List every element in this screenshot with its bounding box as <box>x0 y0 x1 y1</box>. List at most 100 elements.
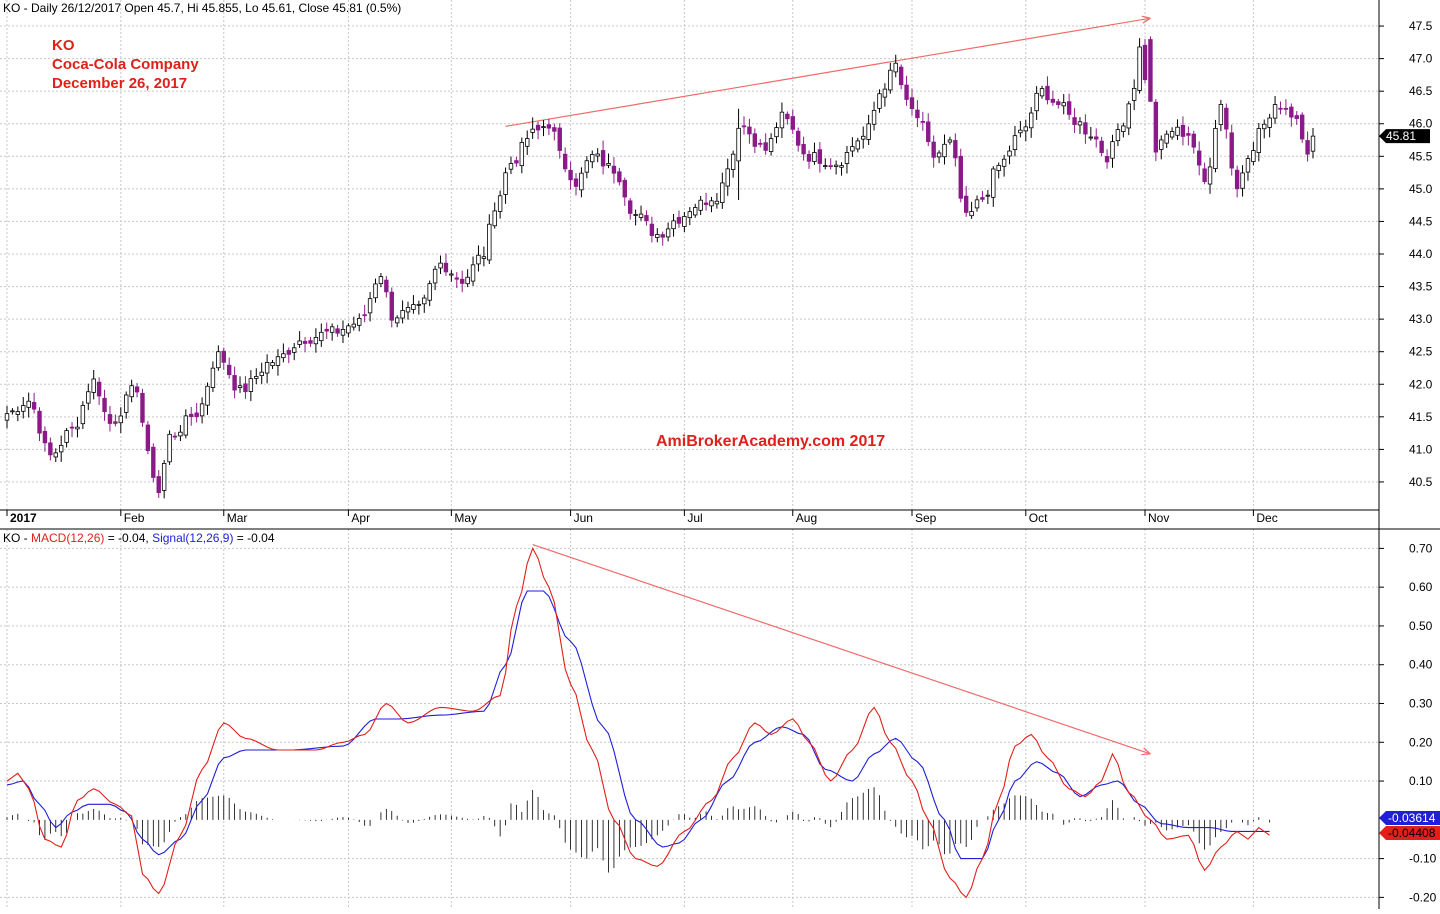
candle-body <box>113 421 118 424</box>
candle-body <box>866 123 871 140</box>
candle-body <box>552 127 557 132</box>
candle-body <box>1007 150 1012 157</box>
candle-body <box>107 414 113 424</box>
candle-body <box>400 310 405 319</box>
macd-tick-label: 0.30 <box>1409 696 1433 710</box>
candle-body <box>42 430 48 444</box>
candle-body <box>259 371 264 376</box>
candle-body <box>638 213 644 218</box>
candle-body <box>1169 131 1175 138</box>
candle-body <box>519 142 525 167</box>
macd-last-tag: -0.04408 <box>1379 826 1440 840</box>
price-candles <box>4 36 1316 499</box>
candle-body <box>394 317 400 324</box>
candle-body <box>806 154 812 162</box>
candle-body <box>454 277 459 280</box>
candle-body <box>183 415 189 436</box>
candle-body <box>362 314 367 317</box>
macd-last-value: -0.04408 <box>1388 826 1436 840</box>
candle-body <box>508 163 514 170</box>
candle-body <box>649 223 655 236</box>
candle-body <box>1202 168 1207 182</box>
price-tick-label: 46.5 <box>1409 84 1433 98</box>
candle-body <box>898 66 904 86</box>
candle-body <box>655 234 660 238</box>
candle-body <box>1137 46 1142 91</box>
macd-trend-line-arrowhead <box>1141 747 1151 756</box>
candle-body <box>660 234 665 238</box>
candle-body <box>1283 107 1289 110</box>
candle-body <box>909 97 915 110</box>
candle-body <box>1240 172 1245 189</box>
candle-body <box>21 405 26 412</box>
candle-body <box>1072 117 1077 125</box>
price-tick-label: 44.0 <box>1409 247 1433 261</box>
price-tick-label: 47.5 <box>1409 19 1433 33</box>
candle-body <box>145 424 151 451</box>
price-tick-label: 43.0 <box>1409 312 1433 326</box>
candle-body <box>877 93 882 109</box>
candle-body <box>595 153 600 157</box>
x-tick-label: Sep <box>915 511 937 525</box>
candle-body <box>882 88 888 98</box>
candle-body <box>741 125 747 128</box>
candle-body <box>134 386 140 393</box>
x-tick-label: Oct <box>1029 511 1048 525</box>
x-tick-label: May <box>454 511 477 525</box>
price-trend-line <box>505 17 1151 127</box>
candle-body <box>736 127 741 162</box>
candle-body <box>920 120 926 123</box>
candle-body <box>487 223 492 261</box>
watermark: AmiBrokerAcademy.com 2017 <box>656 433 885 450</box>
candle-body <box>378 276 384 285</box>
candle-body <box>752 133 758 147</box>
candle-body <box>1224 107 1229 130</box>
candle-body <box>525 138 530 147</box>
candle-body <box>535 124 541 131</box>
candle-body <box>178 431 183 437</box>
candle-body <box>985 194 991 197</box>
candle-body <box>801 143 806 155</box>
price-tick-label: 45.5 <box>1409 149 1433 163</box>
candle-body <box>470 264 476 282</box>
macd-line <box>6 547 1270 899</box>
candle-body <box>1148 39 1153 102</box>
candle-body <box>118 415 124 424</box>
candle-body <box>774 127 779 138</box>
candle-body <box>1104 156 1110 163</box>
candle-body <box>189 413 194 417</box>
macd-header: KO - MACD(12,26) = -0.04, Signal(12,26,9… <box>3 531 275 545</box>
candle-body <box>1126 103 1131 129</box>
candle-body <box>476 254 481 265</box>
candle-body <box>1061 102 1066 107</box>
price-trend-line-arrowhead <box>1141 15 1151 24</box>
candle-body <box>335 328 340 334</box>
price-tick-label: 45.0 <box>1409 182 1433 196</box>
candle-body <box>568 169 573 181</box>
candle-body <box>329 326 335 333</box>
candle-body <box>1196 150 1202 166</box>
candle-body <box>844 152 850 164</box>
candle-body <box>156 476 161 494</box>
candle-body <box>871 109 877 125</box>
axes-labels: 2017 Feb Mar Apr May Jun Jul Aug Sep Oct Nov Dec 40.… <box>6 19 1437 904</box>
x-tick-label: Jun <box>574 511 593 525</box>
candle-body <box>151 446 156 478</box>
candle-body <box>346 325 351 334</box>
x-tick-label: Nov <box>1148 511 1169 525</box>
last-close-tag: 45.81 <box>1379 129 1430 144</box>
date-label: December 26, 2017 <box>52 75 187 92</box>
price-tick-label: 44.5 <box>1409 214 1433 228</box>
candle-body <box>281 353 286 359</box>
macd-tick-label: 0.40 <box>1409 658 1433 672</box>
candle-body <box>541 126 546 129</box>
candle-body <box>698 199 703 211</box>
candle-body <box>503 172 508 195</box>
candle-body <box>1218 103 1224 125</box>
candle-body <box>497 195 503 212</box>
candle-body <box>931 141 936 158</box>
candle-body <box>221 350 226 363</box>
candle-body <box>1251 150 1256 162</box>
candle-body <box>91 378 96 393</box>
